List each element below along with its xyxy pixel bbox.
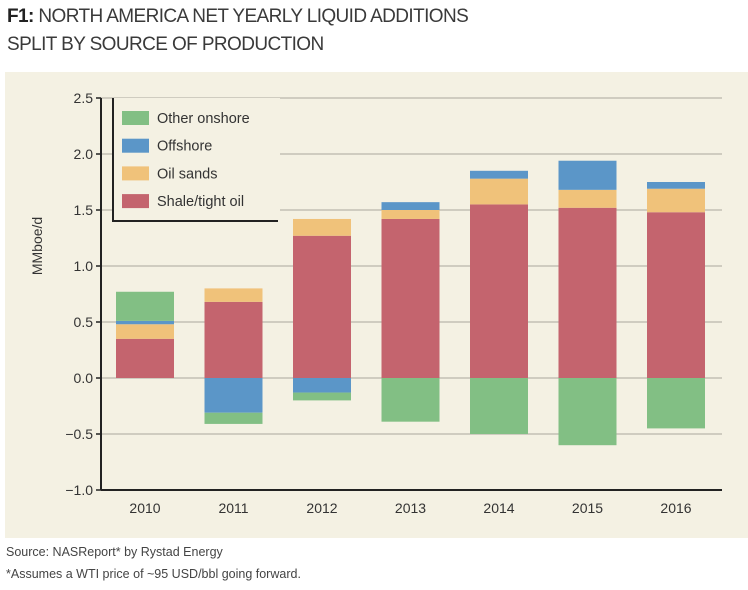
legend-label: Other onshore xyxy=(157,111,250,127)
bar-segment-other-onshore-2011 xyxy=(204,412,263,424)
y-tick-label: 1.5 xyxy=(74,202,94,218)
x-tick-label: 2011 xyxy=(218,500,248,516)
bar-segment-oil-sands-2013 xyxy=(381,210,440,219)
bar-segment-shale-tight-oil-2010 xyxy=(116,338,174,378)
x-tick-label: 2015 xyxy=(572,500,603,516)
x-tick-label: 2010 xyxy=(129,500,160,516)
bar-segment-offshore-2011 xyxy=(204,378,263,413)
legend-swatch xyxy=(122,138,149,153)
y-tick-label: 0.5 xyxy=(74,314,94,330)
x-tick-label: 2014 xyxy=(483,500,514,516)
title-text: NORTH AMERICA NET YEARLY LIQUID ADDITION… xyxy=(38,6,469,27)
bar-segment-offshore-2016 xyxy=(647,182,705,189)
bar-segment-offshore-2015 xyxy=(558,160,617,190)
bar-segment-other-onshore-2016 xyxy=(647,378,705,429)
bar-segment-other-onshore-2013 xyxy=(381,378,440,422)
x-tick-label: 2016 xyxy=(660,500,691,516)
bar-segment-offshore-2013 xyxy=(381,202,440,210)
bar-segment-shale-tight-oil-2013 xyxy=(381,218,440,378)
x-tick-label: 2013 xyxy=(395,500,426,516)
bar-segment-shale-tight-oil-2014 xyxy=(470,204,528,378)
y-tick-label: 1.0 xyxy=(74,258,94,274)
legend-swatch xyxy=(122,194,149,209)
bar-segment-oil-sands-2010 xyxy=(116,324,174,339)
y-axis-label: MMboe/d xyxy=(29,217,45,275)
bar-segment-oil-sands-2012 xyxy=(293,218,351,236)
figure-label: F1: xyxy=(7,6,34,27)
legend-label: Offshore xyxy=(157,139,212,155)
bar-segment-shale-tight-oil-2011 xyxy=(204,301,263,378)
legend-swatch xyxy=(122,166,149,181)
bar-segment-offshore-2014 xyxy=(470,170,528,179)
source-note: Source: NASReport* by Rystad Energy xyxy=(6,545,223,559)
y-tick-label: 2.5 xyxy=(74,90,94,106)
bar-segment-oil-sands-2016 xyxy=(647,188,705,213)
bar-segment-shale-tight-oil-2015 xyxy=(558,207,617,378)
bar-segment-shale-tight-oil-2012 xyxy=(293,235,351,378)
bar-segment-offshore-2012 xyxy=(293,378,351,393)
legend-border xyxy=(112,98,278,222)
legend-label: Oil sands xyxy=(157,166,217,182)
footnote: *Assumes a WTI price of ~95 USD/bbl goin… xyxy=(6,567,301,581)
legend-swatch xyxy=(122,111,149,125)
bar-segment-oil-sands-2014 xyxy=(470,178,528,205)
bar-segment-other-onshore-2012 xyxy=(293,392,351,401)
y-tick-label: 2.0 xyxy=(74,146,94,162)
bar-segment-other-onshore-2010 xyxy=(116,291,174,321)
y-tick-label: −1.0 xyxy=(65,482,93,498)
x-tick-label: 2012 xyxy=(306,500,337,516)
bar-segment-other-onshore-2015 xyxy=(558,378,617,446)
bar-segment-offshore-2010 xyxy=(116,320,174,325)
chart-title-line2: SPLIT BY SOURCE OF PRODUCTION xyxy=(7,34,324,55)
bar-segment-shale-tight-oil-2016 xyxy=(647,212,705,378)
bar-segment-oil-sands-2011 xyxy=(204,288,263,302)
bar-segment-other-onshore-2014 xyxy=(470,378,528,434)
chart-title-line1: F1: NORTH AMERICA NET YEARLY LIQUID ADDI… xyxy=(7,6,469,28)
legend-label: Shale/tight oil xyxy=(157,194,244,210)
y-tick-label: −0.5 xyxy=(65,426,93,442)
y-tick-label: 0.0 xyxy=(74,370,94,386)
bar-segment-oil-sands-2015 xyxy=(558,189,617,208)
